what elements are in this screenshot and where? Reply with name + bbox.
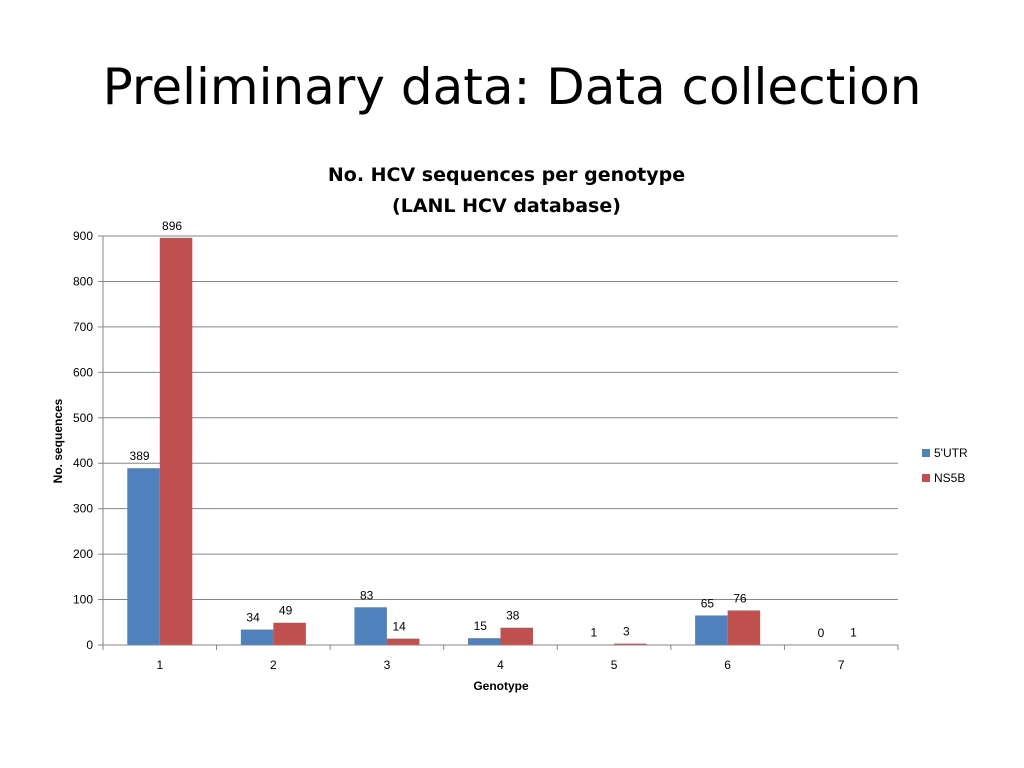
x-tick-label: 1 (156, 658, 163, 672)
y-tick-label: 400 (73, 456, 93, 470)
bar (273, 622, 306, 645)
x-tick-label: 6 (724, 658, 731, 672)
y-tick-label: 800 (73, 274, 93, 288)
data-label: 14 (392, 620, 406, 634)
bar (354, 607, 387, 645)
data-labels: 389 34 83 15 1 65 0 896 49 14 38 3 76 1 (130, 219, 858, 640)
chart-title: No. HCV sequences per genotype (LANL HCV… (0, 160, 1013, 222)
x-tick-label: 3 (384, 658, 391, 672)
legend-swatch (922, 474, 930, 482)
legend: 5'UTR NS5B (922, 446, 968, 485)
y-tick-label: 100 (73, 593, 93, 607)
data-label: 38 (506, 609, 520, 623)
x-axis-label: Genotype (473, 679, 529, 693)
y-tick-label: 900 (73, 229, 93, 243)
data-label: 3 (623, 625, 630, 639)
data-label: 1 (850, 626, 857, 640)
y-tick-label: 200 (73, 547, 93, 561)
data-label: 1 (590, 626, 597, 640)
y-tick-label: 700 (73, 320, 93, 334)
x-tick-label: 2 (270, 658, 277, 672)
bar (159, 237, 193, 645)
bar (386, 638, 420, 645)
x-tick-label: 4 (497, 658, 504, 672)
x-tick-label: 5 (611, 658, 618, 672)
data-label: 49 (279, 604, 293, 618)
bar (727, 610, 761, 645)
legend-swatch (922, 449, 930, 457)
legend-label: 5'UTR (934, 446, 968, 460)
y-tick-label: 500 (73, 411, 93, 425)
bar (240, 629, 274, 645)
y-tick-label: 600 (73, 365, 93, 379)
data-label: 0 (818, 626, 825, 640)
slide-title: Preliminary data: Data collection (102, 58, 922, 116)
data-label: 83 (360, 588, 374, 602)
bar (614, 643, 647, 645)
legend-label: NS5B (934, 471, 965, 485)
x-tick-label: 7 (838, 658, 845, 672)
y-axis-label: No. sequences (51, 398, 65, 483)
bar (468, 638, 501, 645)
y-tick-label: 300 (73, 502, 93, 516)
data-label: 389 (130, 449, 150, 463)
bars (127, 237, 874, 645)
data-label: 34 (246, 611, 260, 625)
chart-title-line-2: (LANL HCV database) (392, 195, 621, 217)
bar (127, 468, 160, 645)
data-label: 65 (701, 596, 715, 610)
gridlines (103, 235, 898, 601)
data-label: 76 (733, 591, 747, 605)
y-tick-label: 0 (86, 638, 93, 652)
data-label: 15 (474, 619, 488, 633)
data-label: 896 (162, 219, 182, 233)
bar (695, 615, 728, 645)
chart-title-line-1: No. HCV sequences per genotype (327, 164, 686, 186)
bar (500, 627, 533, 645)
